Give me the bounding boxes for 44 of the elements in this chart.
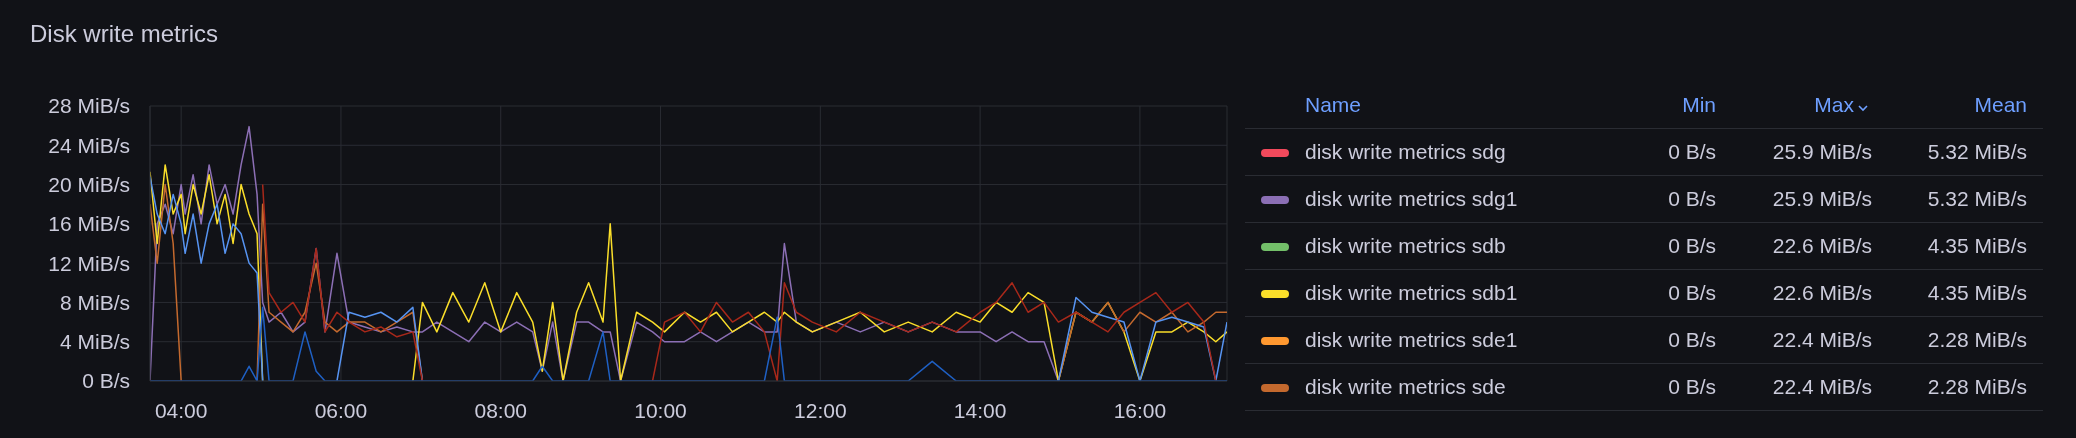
y-tick-label: 4 MiB/s bbox=[59, 330, 130, 354]
legend-label: disk write metrics sdg1 bbox=[1305, 187, 1518, 211]
legend-label: disk write metrics sde bbox=[1305, 375, 1506, 399]
text: 5.32 MiB/s bbox=[1872, 128, 2027, 176]
text: 0 B/s bbox=[1620, 128, 1716, 176]
text: 5.32 MiB/s bbox=[1872, 175, 2027, 223]
text: 0 B/s bbox=[1620, 363, 1716, 411]
y-tick-label: 8 MiB/s bbox=[59, 290, 130, 314]
text: 25.9 MiB/s bbox=[1716, 175, 1872, 223]
text: Max bbox=[1814, 93, 1854, 116]
x-tick-label: 12:00 bbox=[794, 398, 847, 422]
y-tick-label: 16 MiB/s bbox=[48, 212, 130, 236]
text: Name bbox=[1245, 82, 1620, 129]
text: 4.35 MiB/s bbox=[1872, 222, 2027, 270]
text: 0 B/s bbox=[1620, 175, 1716, 223]
text: 22.6 MiB/s bbox=[1716, 222, 1872, 270]
y-tick-label: 20 MiB/s bbox=[48, 173, 130, 197]
y-tick-label: 24 MiB/s bbox=[48, 133, 130, 157]
legend-label: disk write metrics sdb1 bbox=[1305, 281, 1518, 305]
text: 22.6 MiB/s bbox=[1716, 269, 1872, 317]
chart-title: Disk write metrics bbox=[30, 20, 219, 48]
text: 2.28 MiB/s bbox=[1872, 316, 2027, 364]
x-tick-label: 04:00 bbox=[154, 398, 208, 422]
text: Min bbox=[1620, 82, 1716, 129]
text: 2.28 MiB/s bbox=[1872, 363, 2027, 411]
legend-label: disk write metrics sde1 bbox=[1305, 328, 1518, 352]
text: 25.9 MiB/s bbox=[1716, 128, 1872, 176]
x-tick-label: 06:00 bbox=[314, 398, 368, 422]
legend-label: disk write metrics sdg bbox=[1305, 140, 1506, 164]
text: 0 B/s bbox=[1620, 316, 1716, 364]
text: Mean bbox=[1872, 82, 2027, 129]
y-tick-label: 12 MiB/s bbox=[48, 251, 130, 275]
x-tick-label: 16:00 bbox=[1113, 398, 1167, 422]
text: 22.4 MiB/s bbox=[1716, 316, 1872, 364]
text: 0 B/s bbox=[1620, 269, 1716, 317]
y-tick-label: 0 B/s bbox=[82, 369, 130, 393]
text: 0 B/s bbox=[1620, 222, 1716, 270]
x-tick-label: 10:00 bbox=[634, 398, 687, 422]
text: 22.4 MiB/s bbox=[1716, 363, 1872, 411]
legend-label: disk write metrics sdb bbox=[1305, 234, 1506, 258]
text: 4.35 MiB/s bbox=[1872, 269, 2027, 317]
x-tick-label: 08:00 bbox=[474, 398, 528, 422]
x-tick-label: 14:00 bbox=[953, 398, 1007, 422]
y-tick-label: 28 MiB/s bbox=[48, 94, 130, 118]
